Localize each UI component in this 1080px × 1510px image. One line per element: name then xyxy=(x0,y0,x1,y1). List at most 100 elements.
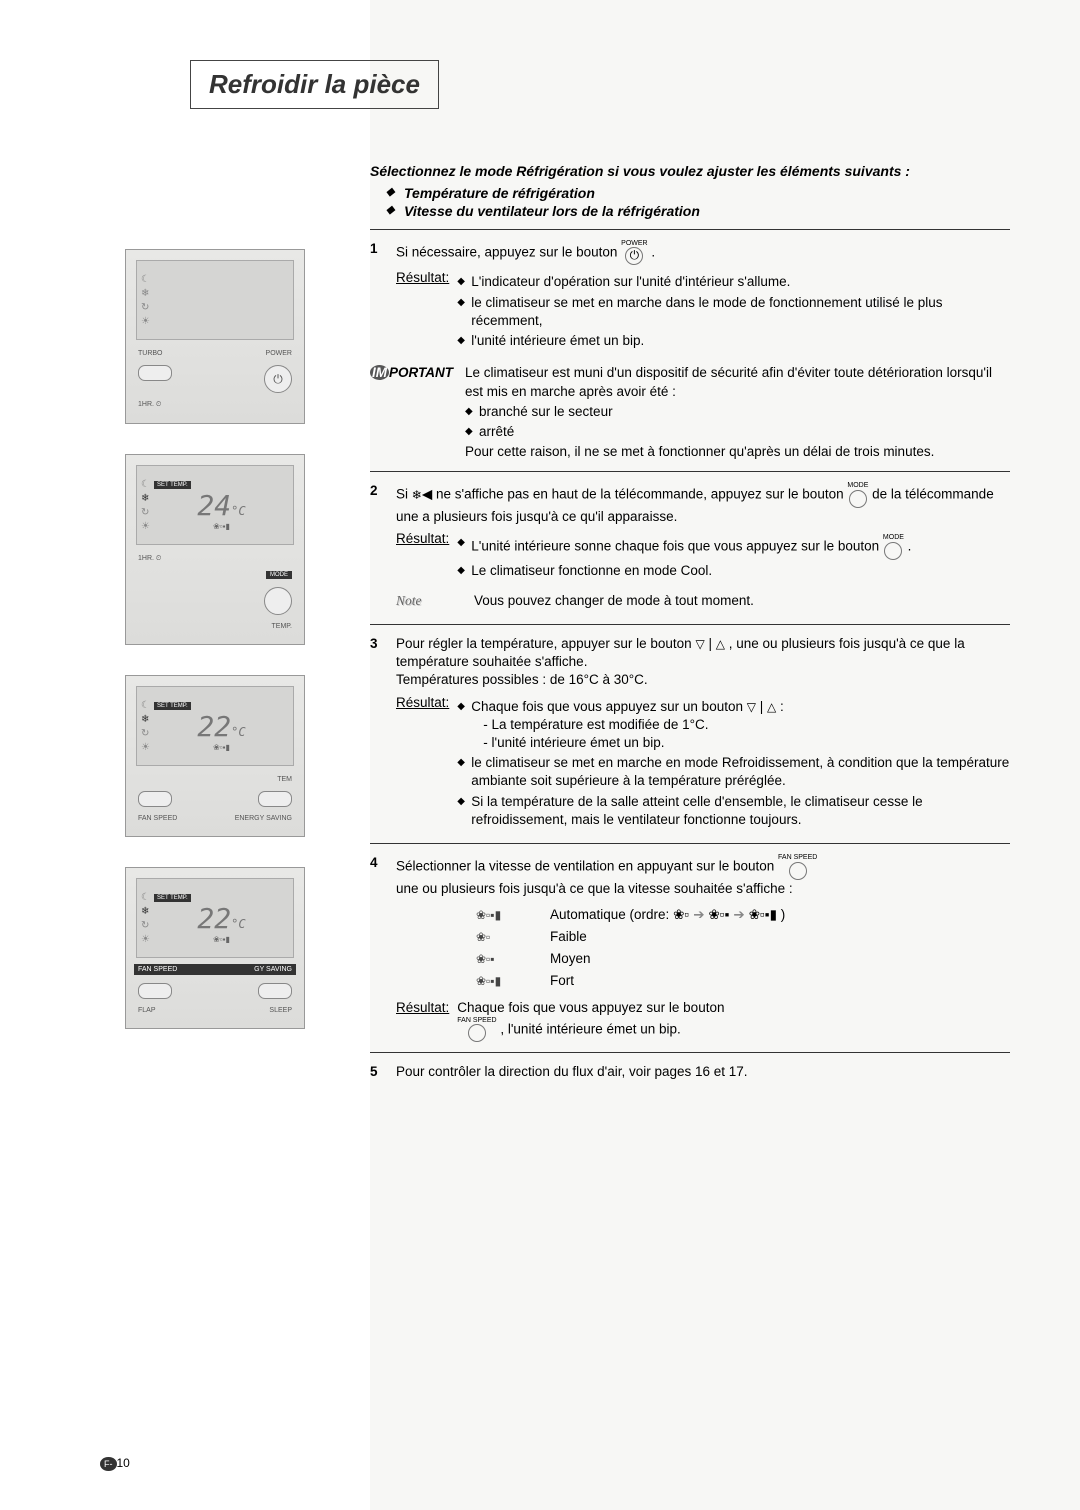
set-temp-label: SET TEMP. xyxy=(154,481,191,489)
intro-text: Sélectionnez le mode Réfrigération si vo… xyxy=(370,163,1010,179)
result-text: Chaque fois que vous appuyez sur le bout… xyxy=(457,1000,724,1015)
fanspeed-icon: FAN SPEED xyxy=(457,1017,496,1042)
temp-range: Températures possibles : de 16°C à 30°C. xyxy=(396,672,648,687)
set-temp-label: SET TEMP. xyxy=(154,702,191,710)
result-text: , l'unité intérieure émet un bip. xyxy=(500,1021,680,1036)
step-text: Si xyxy=(396,487,408,502)
speed-label: Fort xyxy=(550,972,574,990)
page-number: F-10 xyxy=(100,1456,130,1470)
step-5: 5 Pour contrôler la direction du flux d'… xyxy=(370,1063,1010,1081)
important-list: branché sur le secteur arrêté xyxy=(465,403,1010,441)
separator xyxy=(370,471,1010,472)
step-text: Pour contrôler la direction du flux d'ai… xyxy=(396,1064,748,1079)
note-text: Vous pouvez changer de mode à tout momen… xyxy=(474,592,754,610)
up-icon: △ xyxy=(767,700,776,714)
result-list: L'indicateur d'opération sur l'unité d'i… xyxy=(457,271,1010,352)
list-item: le climatiseur se met en marche dans le … xyxy=(457,294,1010,330)
page-title: Refroidir la pièce xyxy=(209,69,420,100)
turbo-button xyxy=(138,365,172,381)
result-label: Résultat: xyxy=(396,531,449,546)
figures-column: ☾❄↻☀ TURBO POWER ⏻ 1HR. ⏲ ☾❄↻☀ SET TEM xyxy=(100,149,330,1092)
sub-item: - La température est modifiée de 1°C. xyxy=(471,716,1010,734)
note-label: Note xyxy=(396,592,456,610)
result-list: Chaque fois que vous appuyez sur un bout… xyxy=(457,696,1010,832)
step-number: 5 xyxy=(370,1063,386,1081)
label-turbo: TURBO xyxy=(138,350,163,357)
important-block: IMPORTANT Le climatiseur est muni d'un d… xyxy=(370,364,1010,461)
list-item: le climatiseur se met en marche en mode … xyxy=(457,754,1010,790)
mode-label: MODE xyxy=(266,571,292,579)
label-fanspeed: FAN SPEED xyxy=(138,966,177,973)
table-row: ❀▫ Faible xyxy=(476,928,1010,946)
step-number: 4 xyxy=(370,854,386,1042)
table-row: ❀▫▪▮ Fort xyxy=(476,972,1010,990)
speed-label: Automatique (ordre: ❀▫➔❀▫▪➔❀▫▪▮ ) xyxy=(550,906,785,924)
important-text: Le climatiseur est muni d'un dispositif … xyxy=(465,365,992,398)
label-flap: FLAP xyxy=(138,1007,156,1014)
step-text: Si nécessaire, appuyez sur le bouton xyxy=(396,244,617,259)
mode-button-icon xyxy=(264,587,292,615)
list-item: L'indicateur d'opération sur l'unité d'i… xyxy=(457,273,1010,291)
list-item: Le climatiseur fonctionne en mode Cool. xyxy=(457,562,911,580)
step-4: 4 Sélectionner la vitesse de ventilation… xyxy=(370,854,1010,1042)
fan-icon: ❀▫▪ xyxy=(476,951,526,967)
list-item: Si la température de la salle atteint ce… xyxy=(457,793,1010,829)
label-fanspeed: FAN SPEED xyxy=(138,815,177,822)
label-gysaving: GY SAVING xyxy=(254,966,292,973)
step-number: 1 xyxy=(370,240,386,354)
snowflake-icon: ❄ xyxy=(412,488,422,502)
list-item: arrêté xyxy=(465,423,1010,441)
instructions-column: Sélectionnez le mode Réfrigération si vo… xyxy=(360,149,1010,1092)
fan-speed-table: ❀▫▪▮ Automatique (ordre: ❀▫➔❀▫▪➔❀▫▪▮ ) ❀… xyxy=(476,906,1010,991)
speed-label: Faible xyxy=(550,928,587,946)
separator xyxy=(370,624,1010,625)
label-energy: ENERGY SAVING xyxy=(235,815,292,822)
list-item: l'unité intérieure émet un bip. xyxy=(457,332,1010,350)
intro-item: Température de réfrigération xyxy=(404,185,1010,201)
list-item: branché sur le secteur xyxy=(465,403,1010,421)
content-columns: ☾❄↻☀ TURBO POWER ⏻ 1HR. ⏲ ☾❄↻☀ SET TEM xyxy=(100,149,1010,1092)
energy-button xyxy=(258,983,292,999)
result-list: L'unité intérieure sonne chaque fois que… xyxy=(457,532,911,582)
result-label: Résultat: xyxy=(396,270,449,285)
temp-label: TEMP. xyxy=(272,623,293,630)
step-text: une ou plusieurs fois jusqu'à ce que la … xyxy=(396,881,793,896)
set-temp-label: SET TEMP. xyxy=(154,894,191,902)
sub-item: - l'unité intérieure émet un bip. xyxy=(471,734,1010,752)
important-label: IMPORTANT xyxy=(370,364,453,461)
step-1: 1 Si nécessaire, appuyez sur le bouton P… xyxy=(370,240,1010,354)
step-text: Sélectionner la vitesse de ventilation e… xyxy=(396,858,774,873)
separator xyxy=(370,1052,1010,1053)
fan-icon: ❀▫ xyxy=(476,929,526,945)
table-row: ❀▫▪▮ Automatique (ordre: ❀▫➔❀▫▪➔❀▫▪▮ ) xyxy=(476,906,1010,924)
mode-icon: MODE xyxy=(847,482,868,507)
result-label: Résultat: xyxy=(396,1000,449,1015)
step-3: 3 Pour régler la température, appuyer su… xyxy=(370,635,1010,833)
temp-display: 22 xyxy=(197,902,231,935)
fanspeed-icon: FAN SPEED xyxy=(778,854,817,879)
separator xyxy=(370,229,1010,230)
step-number: 3 xyxy=(370,635,386,833)
result-label: Résultat: xyxy=(396,695,449,710)
down-icon: ▽ xyxy=(747,700,756,714)
label-power: POWER xyxy=(266,350,292,357)
up-button xyxy=(138,791,172,807)
label-1hr: 1HR. ⏲ xyxy=(138,401,161,409)
remote-figure-4: ☾❄↻☀ SET TEMP. 22°C ❀▫▪▮ FAN SPEEDGY SAV… xyxy=(125,867,305,1029)
fan-icon: ❀▫▪▮ xyxy=(476,973,526,989)
list-item: L'unité intérieure sonne chaque fois que… xyxy=(457,534,911,559)
step-text: ne s'affiche pas en haut de la télécomma… xyxy=(436,487,844,502)
note-block: Note Vous pouvez changer de mode à tout … xyxy=(396,592,1010,610)
temp-display: 24 xyxy=(197,489,231,522)
step-text: Pour régler la température, appuyer sur … xyxy=(396,636,692,651)
up-icon: △ xyxy=(716,637,725,651)
remote-figure-1: ☾❄↻☀ TURBO POWER ⏻ 1HR. ⏲ xyxy=(125,249,305,424)
power-icon: POWER ⏻ xyxy=(621,240,647,265)
power-button-icon: ⏻ xyxy=(264,365,292,393)
fan-icon: ❀▫▪▮ xyxy=(476,907,526,923)
table-row: ❀▫▪ Moyen xyxy=(476,950,1010,968)
intro-list: Température de réfrigération Vitesse du … xyxy=(370,185,1010,219)
temp-display: 22 xyxy=(197,710,231,743)
label-sleep: SLEEP xyxy=(269,1007,292,1014)
label-tem: TEM xyxy=(277,776,292,783)
